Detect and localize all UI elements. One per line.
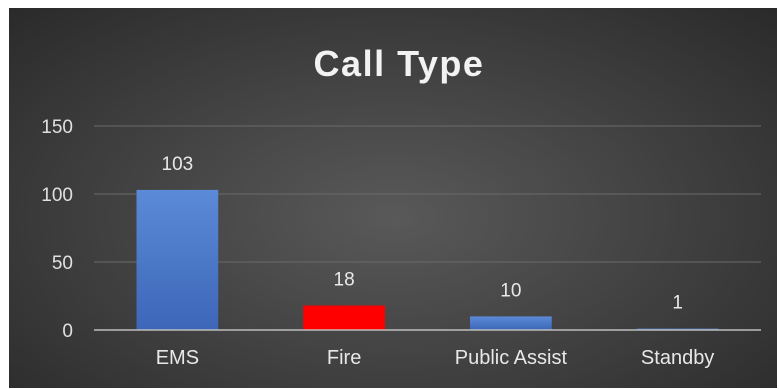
data-label-ems: 103 <box>162 154 194 175</box>
bar-chart: Call Type 0 50 100 150 103 18 10 1 EMS Fire Publ… <box>41 43 761 369</box>
y-axis-ticks: 0 50 100 150 <box>41 117 73 342</box>
bar-public-assist <box>470 316 552 330</box>
category-label-standby: Standby <box>641 347 714 369</box>
bar-fire <box>303 305 385 330</box>
category-labels: EMS Fire Public Assist Standby <box>156 347 715 369</box>
data-label-fire: 18 <box>334 270 355 291</box>
category-label-public-assist: Public Assist <box>455 347 568 369</box>
y-tick-label-150: 150 <box>41 117 73 138</box>
y-tick-label-0: 0 <box>62 321 73 342</box>
data-labels: 103 18 10 1 <box>162 154 683 314</box>
category-label-fire: Fire <box>327 347 361 369</box>
chart-container: Call Type 0 50 100 150 103 18 10 1 EMS Fire Publ… <box>9 8 777 388</box>
data-label-public-assist: 10 <box>500 280 521 301</box>
y-tick-label-50: 50 <box>52 253 73 274</box>
chart-title: Call Type <box>314 43 485 84</box>
bar-ems <box>136 189 219 330</box>
category-label-ems: EMS <box>156 347 199 369</box>
data-label-standby: 1 <box>672 293 683 314</box>
y-tick-label-100: 100 <box>41 185 73 206</box>
bars <box>136 189 719 330</box>
